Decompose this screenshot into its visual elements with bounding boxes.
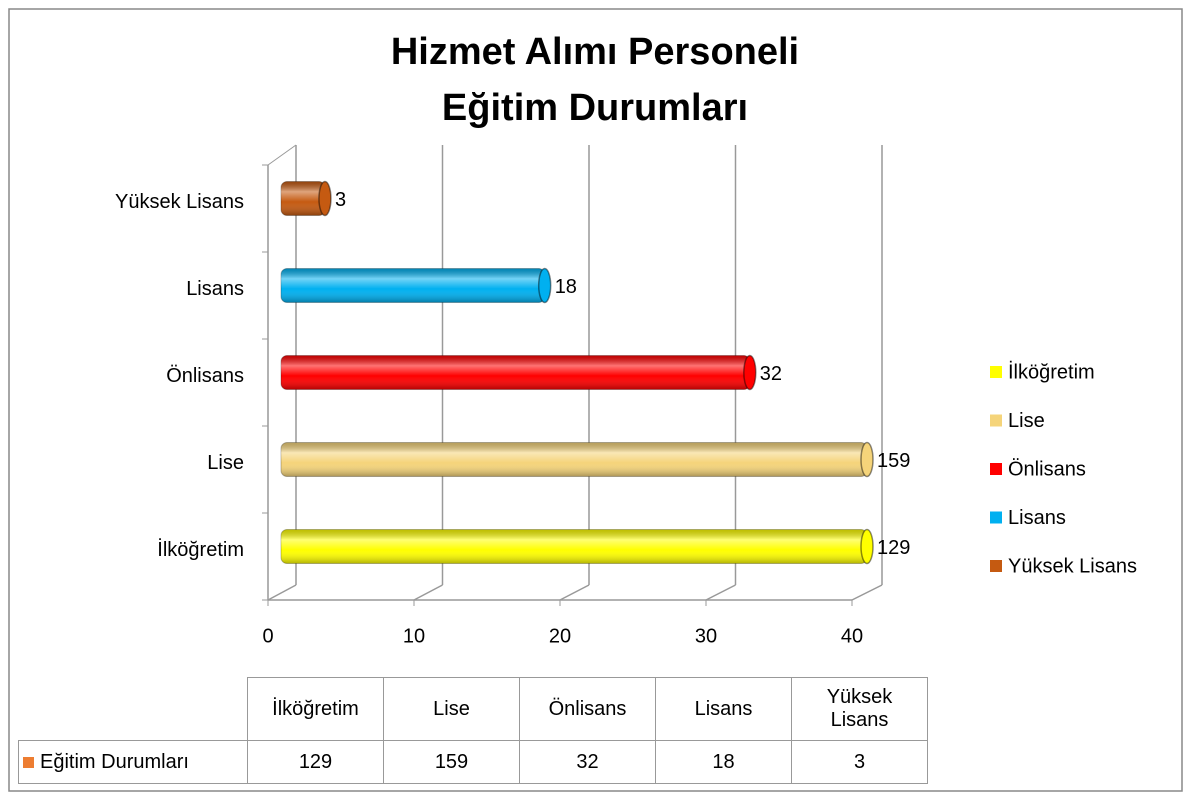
table-cell: 129: [247, 740, 384, 784]
x-tick-label: 40: [841, 625, 863, 647]
data-label: 159: [877, 450, 910, 472]
x-tick-label: 0: [262, 625, 273, 647]
chart-title: Eğitim Durumları: [442, 87, 748, 129]
chart-frame: [8, 8, 1183, 792]
legend-label: İlköğretim: [1008, 360, 1095, 383]
legend-key: [990, 366, 1002, 378]
x-tick-label: 10: [403, 625, 425, 647]
legend-label: Lisans: [1008, 507, 1066, 529]
grid-line: [705, 584, 736, 601]
grid-line: [559, 584, 590, 601]
table-header: Önlisans: [519, 677, 656, 741]
data-label: 32: [760, 363, 782, 385]
grid-line: [851, 584, 883, 601]
bar: [280, 180, 332, 217]
legend-label: Yüksek Lisans: [1008, 555, 1137, 577]
table-cell: 18: [655, 740, 792, 784]
bar-shine: [281, 355, 750, 390]
table-cell: 32: [519, 740, 656, 784]
data-table: İlköğretim Lise Önlisans Lisans Yüksek Lisan…: [18, 677, 928, 784]
table-cell: 159: [383, 740, 520, 784]
bar-cap: [537, 267, 552, 304]
x-tick-label: 20: [549, 625, 571, 647]
legend-label: Önlisans: [1008, 458, 1086, 480]
table-header: İlköğretim: [247, 677, 384, 741]
data-label: 18: [555, 276, 577, 298]
series-name: Eğitim Durumları: [40, 750, 189, 773]
table-cell: 3: [791, 740, 928, 784]
bar-cap: [743, 354, 757, 391]
legend-key: [990, 560, 1002, 572]
legend-label: Lise: [1008, 410, 1045, 432]
bar: [280, 528, 874, 565]
bar-cap: [318, 180, 332, 217]
bar: [280, 441, 874, 478]
legend-key: [990, 414, 1002, 427]
data-label: 3: [335, 189, 346, 211]
chart-title: Hizmet Alımı Personeli: [391, 31, 799, 73]
y-tick-label: İlköğretim: [157, 538, 244, 561]
table-header: Lisans: [655, 677, 792, 741]
bar-shine: [281, 181, 325, 216]
bar-cap: [860, 528, 874, 565]
bar-shine: [281, 442, 867, 477]
x-tick-label: 30: [695, 625, 717, 647]
y-tick-label: Yüksek Lisans: [115, 191, 244, 213]
grid-line: [413, 584, 443, 601]
table-header: Yüksek Lisans: [791, 677, 928, 741]
table-legend-key: [23, 756, 34, 768]
data-label: 129: [877, 537, 910, 559]
bar: [280, 267, 552, 304]
wall-edge: [267, 144, 297, 166]
bar-cap: [860, 441, 874, 478]
table-header: Lise: [383, 677, 520, 741]
bar: [280, 354, 757, 391]
bar-shine: [281, 268, 545, 303]
legend-key: [990, 463, 1002, 475]
bar-shine: [281, 529, 867, 564]
y-tick-label: Lise: [207, 452, 244, 474]
y-tick-label: Önlisans: [166, 365, 244, 387]
y-tick-label: Lisans: [186, 278, 244, 300]
legend-key: [990, 511, 1002, 524]
grid-line: [267, 584, 297, 601]
